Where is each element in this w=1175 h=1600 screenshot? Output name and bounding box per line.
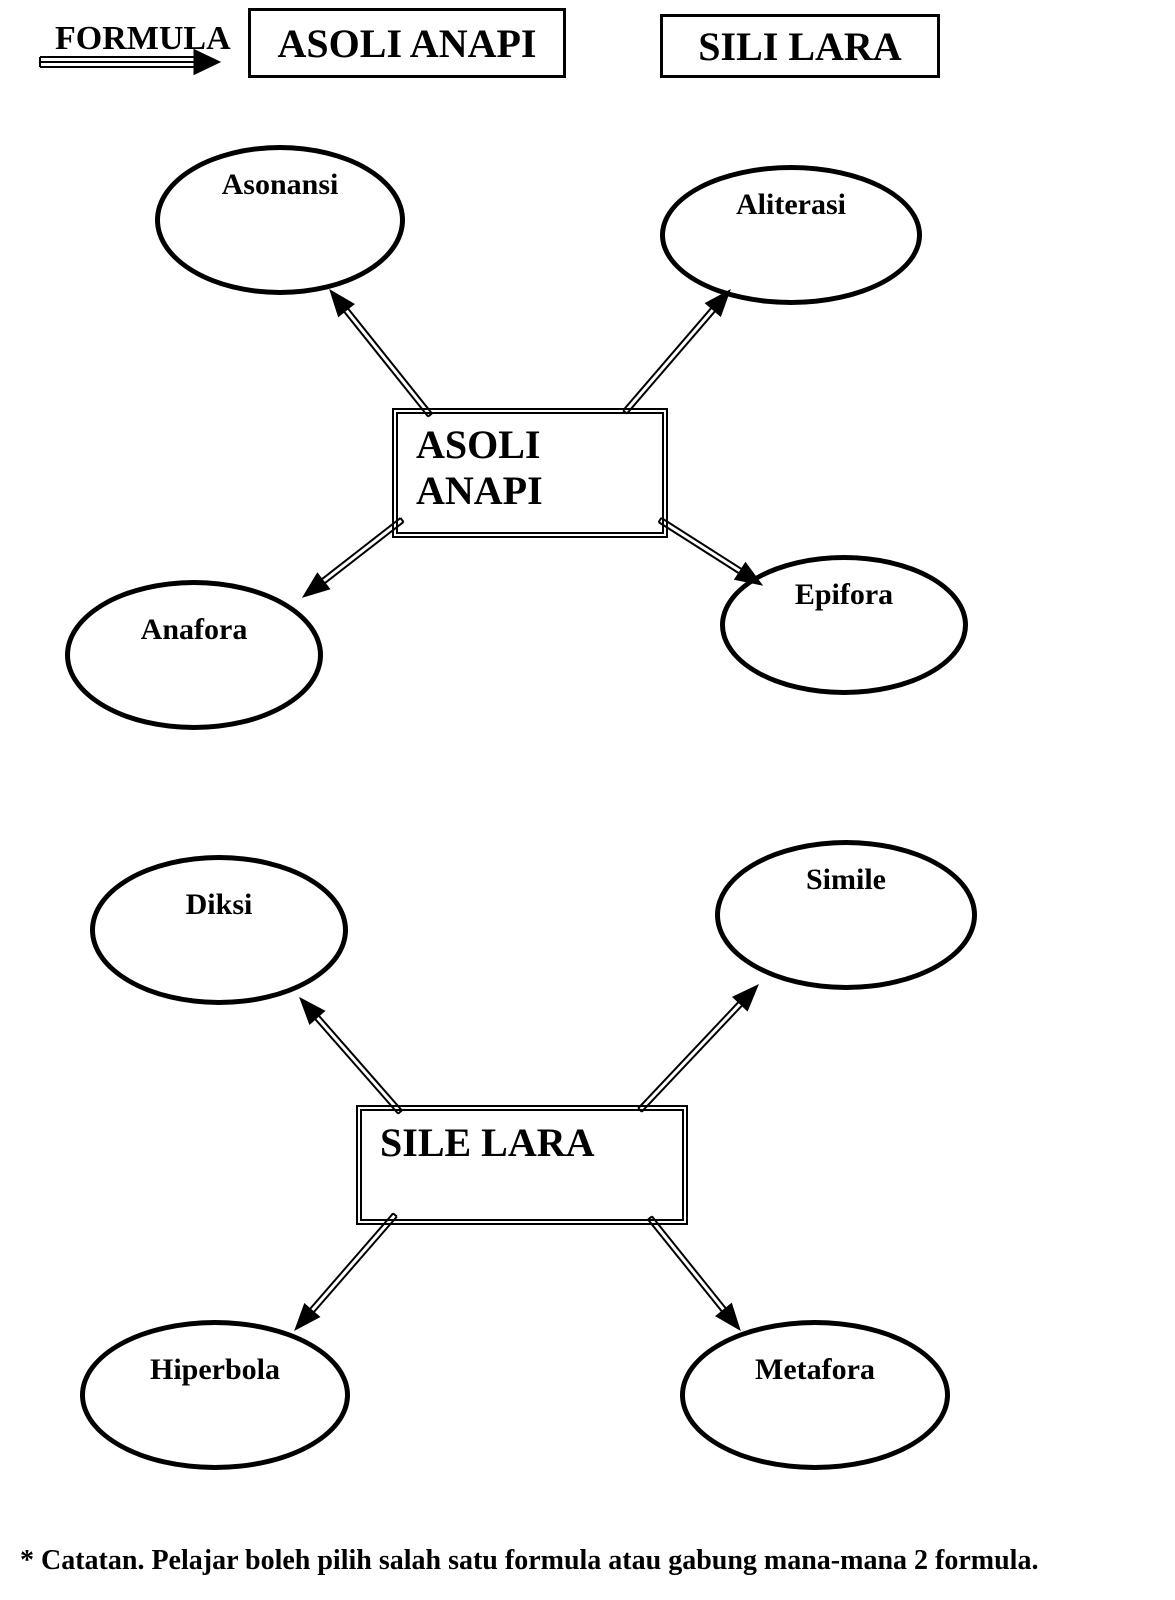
center-box1-text: ASOLI ANAPI	[416, 422, 543, 514]
ellipse-simile: Simile	[715, 840, 977, 990]
center-box-asoli-anapi: ASOLI ANAPI	[392, 408, 668, 538]
ellipse-anafora-text: Anafora	[141, 613, 248, 647]
ellipse-diksi: Diksi	[90, 855, 348, 1005]
ellipse-hiperbola-text: Hiperbola	[150, 1353, 280, 1387]
ellipse-aliterasi-text: Aliterasi	[736, 188, 846, 222]
ellipse-hiperbola: Hiperbola	[80, 1320, 350, 1470]
ellipse-epifora-text: Epifora	[795, 578, 893, 612]
center-box-sile-lara: SILE LARA	[356, 1105, 688, 1225]
ellipse-asonansi: Asonansi	[155, 145, 405, 295]
ellipse-epifora: Epifora	[720, 555, 968, 695]
header-box2-text: SILI LARA	[698, 23, 901, 70]
formula-label: FORMULA	[55, 20, 231, 58]
header-box-sili-lara: SILI LARA	[660, 14, 940, 78]
header-box-asoli-anapi: ASOLI ANAPI	[248, 8, 566, 78]
ellipse-metafora: Metafora	[680, 1320, 950, 1470]
ellipse-anafora: Anafora	[65, 580, 323, 730]
footnote-text: * Catatan. Pelajar boleh pilih salah sat…	[20, 1545, 1038, 1577]
ellipse-simile-text: Simile	[806, 863, 886, 897]
ellipse-aliterasi: Aliterasi	[660, 165, 922, 305]
ellipse-diksi-text: Diksi	[186, 888, 253, 922]
header-box1-text: ASOLI ANAPI	[278, 20, 537, 67]
ellipse-metafora-text: Metafora	[755, 1353, 875, 1387]
center-box2-text: SILE LARA	[380, 1119, 595, 1166]
ellipse-asonansi-text: Asonansi	[222, 168, 339, 202]
